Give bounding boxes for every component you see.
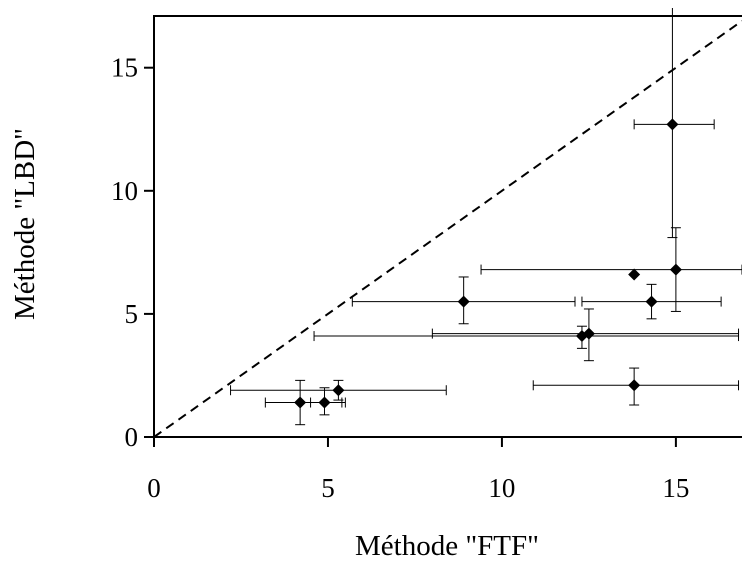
x-axis-label: Méthode "FTF" [355,530,539,562]
data-point [230,379,447,401]
data-point [633,8,715,239]
diamond-marker [645,295,658,308]
y-tick-label: 10 [111,176,138,206]
y-axis-label: Méthode "LBD" [9,128,41,320]
y-tick-label: 0 [125,422,139,452]
y-tick-label: 15 [111,53,138,83]
diamond-marker [628,268,641,281]
diamond-marker [666,118,679,131]
plot-area [153,15,742,438]
data-point [480,227,742,312]
diamond-marker [628,379,641,392]
data-markers [230,8,742,426]
data-point [313,325,740,349]
diamond-marker [669,263,682,276]
x-tick-label: 0 [147,473,161,503]
data-point [264,379,343,426]
diamond-marker [332,384,345,397]
data-point [351,276,576,325]
diamond-marker [457,295,470,308]
x-tick-label: 15 [662,473,689,503]
x-axis-ticks: 0 5 10 15 [147,437,689,503]
reference-line-y-equals-x [153,20,742,438]
diamond-marker [582,327,595,340]
x-tick-label: 10 [488,473,515,503]
x-tick-label: 5 [321,473,335,503]
data-point [431,308,740,362]
diamond-marker [294,396,307,409]
data-point [581,283,722,320]
y-tick-label: 5 [125,299,139,329]
y-axis-ticks: 0 5 10 15 [111,53,154,452]
data-point [532,367,740,406]
data-point [628,268,641,281]
